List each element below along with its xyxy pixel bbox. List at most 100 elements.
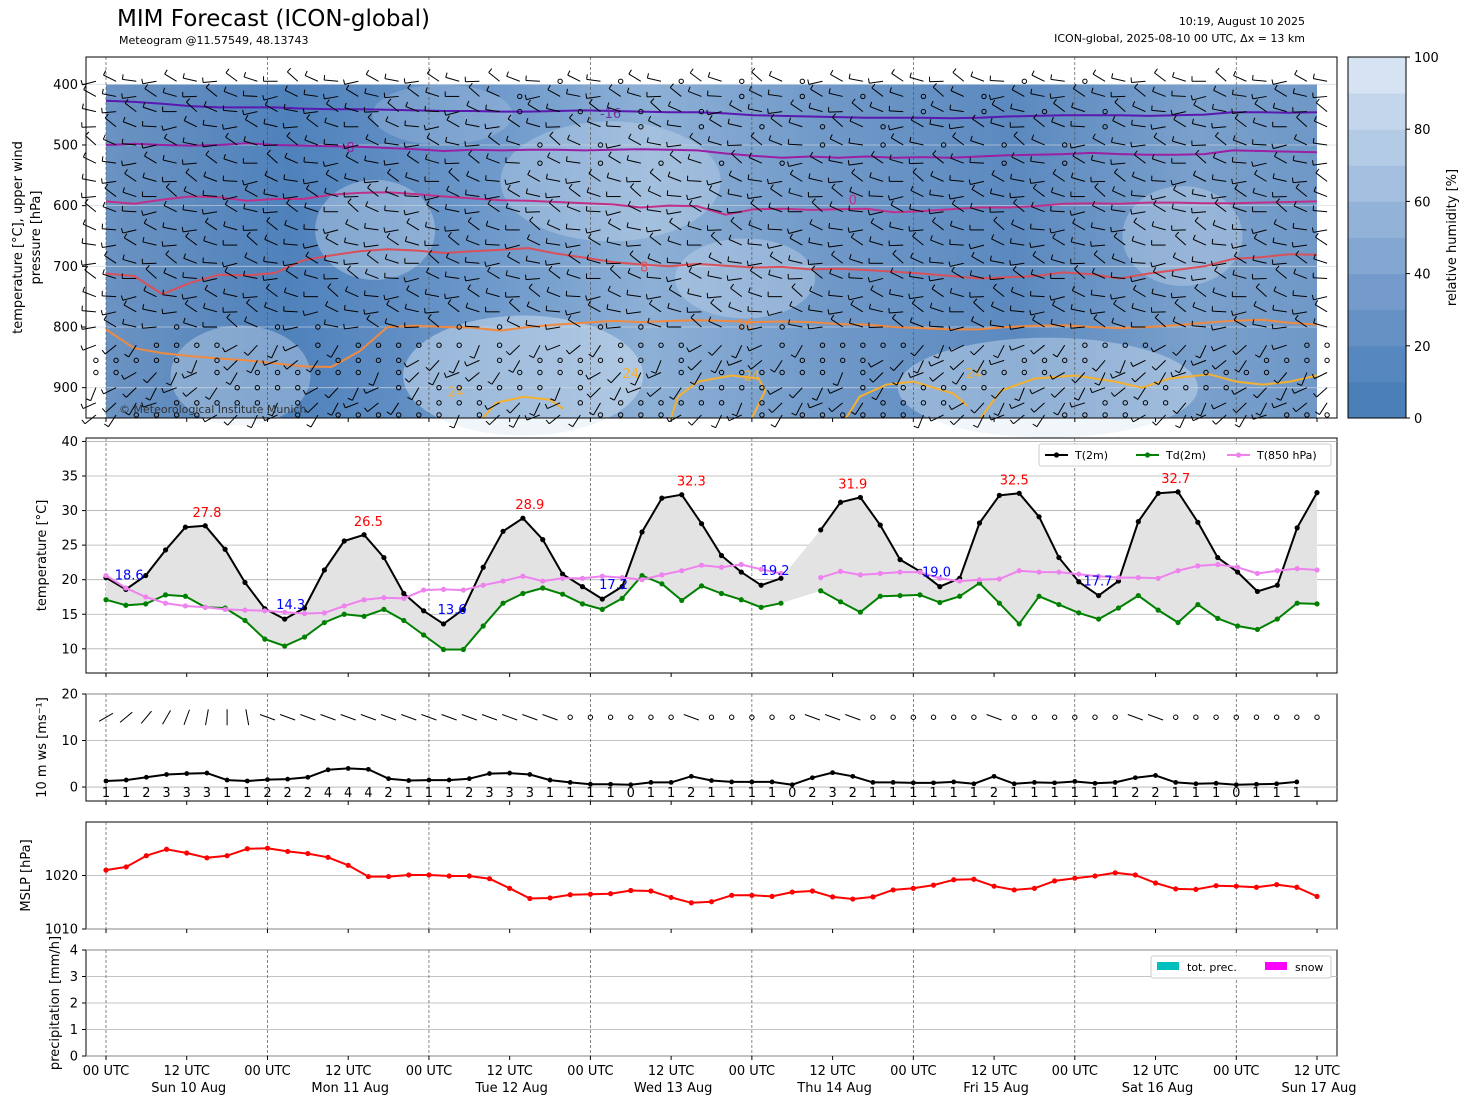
td2m-line-point	[778, 600, 784, 606]
wind-barb-shaft	[910, 119, 924, 128]
wind-barb-flag	[244, 185, 248, 191]
wind-barb-shaft	[1212, 262, 1227, 267]
wind-barb-shaft	[769, 387, 783, 395]
wind-barb-flag	[850, 411, 856, 415]
wind-barb-flag	[751, 67, 756, 73]
wind-barb-flag	[1133, 396, 1139, 400]
wind-barb-flag	[203, 303, 206, 309]
wind-speed-label: 1	[586, 786, 594, 801]
wind-barb-flag	[1110, 294, 1112, 300]
wind-barb-shaft	[1294, 74, 1308, 82]
wind-barb-shaft	[366, 254, 379, 264]
isotherm-label: 24	[966, 367, 983, 382]
wind-speed-label: 2	[284, 786, 292, 801]
t850-line-point	[242, 607, 248, 613]
wind-barb-shaft	[485, 109, 500, 113]
wind-barb	[587, 300, 601, 313]
wind-barb	[101, 344, 117, 355]
wind-barb-shaft	[546, 344, 561, 351]
wind-barb	[769, 251, 783, 264]
wind-barb	[807, 402, 823, 409]
wind-barb-shaft	[243, 95, 258, 97]
wind-barb-shaft	[405, 106, 420, 113]
mslp-line-point	[103, 867, 109, 873]
wind-barb	[1133, 217, 1146, 231]
wind-barb-flag	[284, 152, 288, 158]
t850-line-point	[1036, 569, 1042, 575]
wind-barb	[403, 359, 420, 368]
wind-barb-flag	[403, 277, 406, 283]
wind-barb-flag	[748, 152, 752, 158]
t850-line-point	[957, 578, 963, 584]
wind-barb-shaft	[509, 402, 521, 414]
wind-barb-shaft	[527, 103, 541, 113]
wind-barb-flag	[790, 99, 794, 105]
t2m-line-point	[222, 546, 228, 552]
calm-wind-marker	[416, 412, 422, 418]
wind-barb-shaft	[688, 344, 702, 353]
wind-barb-shaft	[588, 372, 601, 380]
wind-barb-flag	[464, 275, 467, 281]
day-label: Sun 10 Aug	[151, 1081, 226, 1096]
wind-barb-flag	[1231, 243, 1234, 249]
wind-barb-flag	[141, 402, 144, 408]
t2m-line-point	[1274, 582, 1280, 588]
wind-barb-flag	[527, 99, 531, 105]
isotherm-label: 24	[622, 367, 639, 382]
wind-barb-flag	[1233, 315, 1237, 321]
wind-barb-shaft	[512, 414, 521, 428]
colorbar-band	[1348, 381, 1406, 419]
wind-barb	[625, 308, 641, 315]
wind-barb-shaft	[828, 311, 843, 315]
wind-speed-label: 1	[1172, 786, 1180, 801]
wind-barb-shaft	[203, 277, 218, 283]
calm-wind-marker	[375, 412, 382, 418]
wind-barb	[163, 267, 177, 279]
wind-barb	[1091, 87, 1106, 97]
wind-barb-flag	[342, 403, 346, 409]
wind-barb-flag	[830, 314, 835, 320]
wind-barb-shaft	[811, 269, 823, 279]
wind-barb-shaft	[1254, 173, 1267, 182]
wind-barb-shaft	[445, 76, 460, 82]
wind-barb-flag	[1113, 299, 1117, 305]
wind-barb	[746, 325, 763, 331]
wind-barb-shaft	[90, 387, 97, 401]
t2m-line-point	[1016, 490, 1022, 496]
wind-barb-shaft	[405, 176, 419, 182]
wind-barb-flag	[709, 115, 713, 120]
surface-wind-barb	[986, 714, 1002, 721]
wind-barb-shaft	[735, 344, 743, 359]
colorbar-band	[1348, 273, 1406, 311]
wind-barb	[526, 234, 541, 246]
wind-barb-flag	[605, 210, 608, 216]
t2m-line-point	[937, 584, 943, 590]
wind-barb-flag	[1090, 289, 1093, 295]
calm-wind-marker	[295, 384, 301, 391]
wind-barb-flag	[1029, 389, 1033, 395]
t850-line-point	[480, 582, 486, 588]
wind-barb-flag	[787, 161, 790, 167]
wind-barb-flag	[226, 313, 231, 318]
wind-barb-flag	[163, 133, 168, 139]
calm-wind-marker	[1294, 714, 1300, 720]
wind-barb	[949, 359, 965, 371]
wind-barb-flag	[748, 85, 753, 91]
wind-barb-shaft	[929, 277, 944, 282]
wind-barb-shaft	[748, 344, 763, 352]
wind-barb	[968, 243, 985, 250]
wind-barb-flag	[609, 265, 614, 270]
wind-barb	[666, 209, 682, 215]
wind-barb-flag	[687, 366, 692, 371]
wind-barb	[222, 240, 238, 246]
td2m-line-point	[361, 613, 367, 619]
wind-barb-shaft	[707, 296, 722, 299]
wind-barb-shaft	[1057, 402, 1066, 416]
wind-speed-label: 1	[1252, 786, 1260, 801]
wind-barb-shaft	[607, 211, 621, 216]
wind-barb-flag	[585, 228, 588, 234]
wind-barb	[444, 271, 460, 279]
calm-wind-marker	[678, 369, 684, 376]
wind-barb	[687, 414, 702, 426]
wind-barb-shaft	[1173, 189, 1187, 197]
